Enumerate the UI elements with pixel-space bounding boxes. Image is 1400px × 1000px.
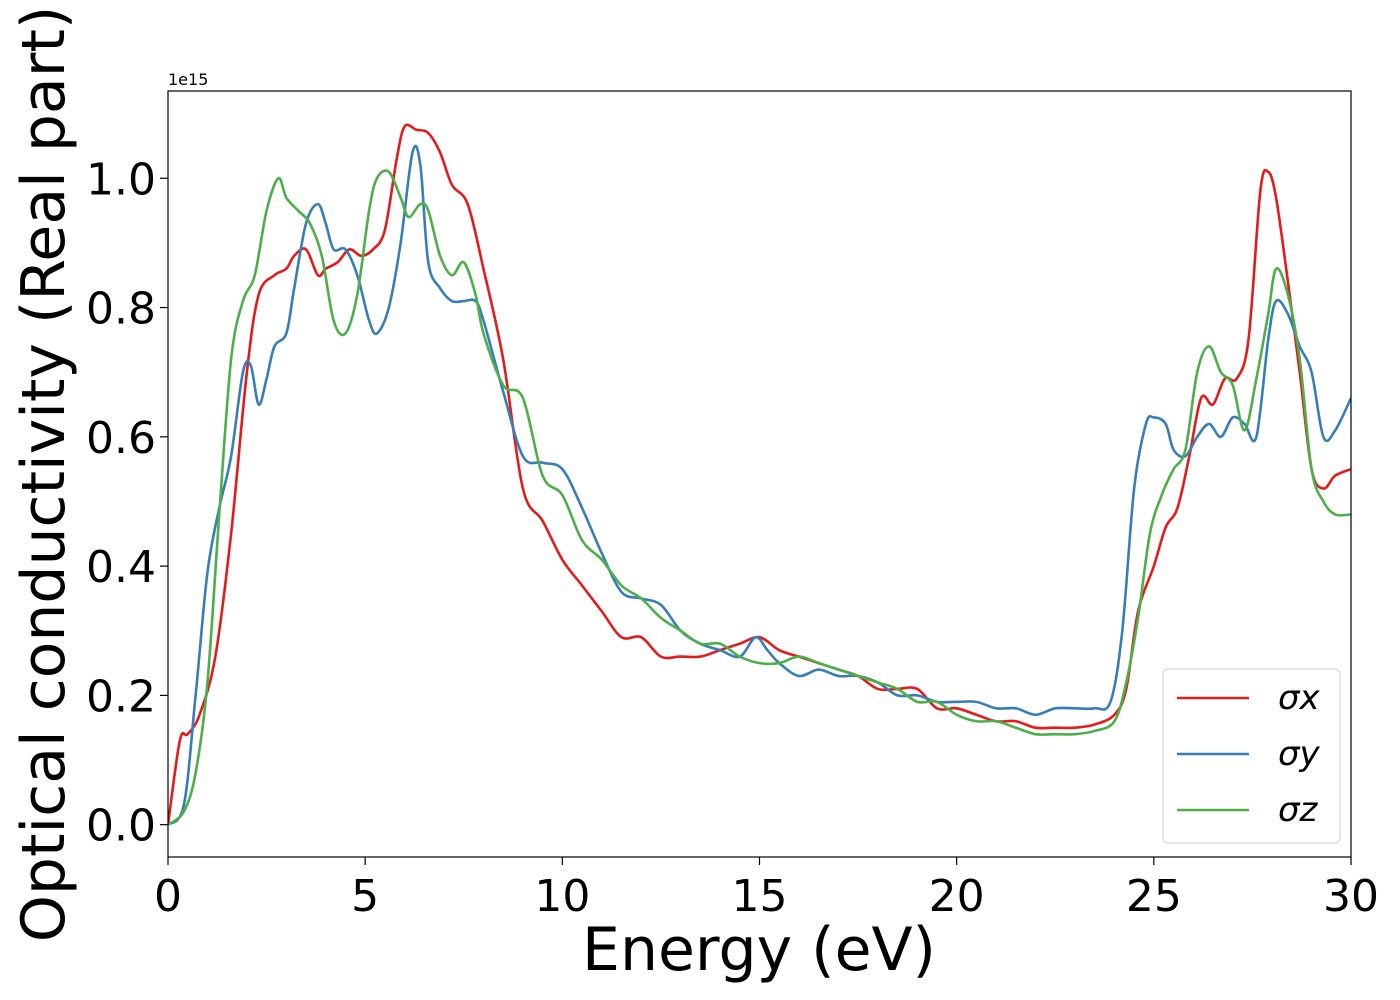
- x-tick-label: 25: [1126, 871, 1182, 922]
- legend: σx σy σz: [1162, 668, 1341, 844]
- x-tick-label: 30: [1323, 871, 1379, 922]
- x-tick-label: 20: [929, 871, 985, 922]
- y-tick-label: 1.0: [86, 154, 156, 205]
- y-axis-ticks: 0.0 0.2 0.4 0.6 0.8 1.0: [86, 154, 168, 852]
- y-tick-label: 0.8: [86, 284, 156, 335]
- x-tick-label: 10: [534, 871, 590, 922]
- y-axis-title: Optical conductivity (Real part): [9, 6, 79, 943]
- legend-label: σz: [1278, 790, 1319, 830]
- y-tick-label: 0.0: [86, 801, 156, 852]
- x-tick-label: 15: [732, 871, 788, 922]
- series-line-1: [168, 123, 1351, 825]
- x-axis-title: Energy (eV): [582, 915, 936, 985]
- y-tick-label: 0.4: [86, 542, 156, 593]
- legend-label: σx: [1278, 678, 1321, 718]
- series-line-3: [168, 169, 1351, 826]
- y-tick-label: 0.2: [86, 671, 156, 722]
- y-offset-label: 1e15: [168, 70, 208, 89]
- series-layer: [168, 123, 1351, 826]
- plot-area: [168, 91, 1351, 857]
- legend-box: [1162, 668, 1341, 844]
- y-tick-label: 0.6: [86, 413, 156, 464]
- x-tick-label: 0: [154, 871, 182, 922]
- legend-label: σy: [1278, 734, 1321, 774]
- x-tick-label: 5: [351, 871, 379, 922]
- x-axis-ticks: 0 5 10 15 20 25 30: [154, 857, 1379, 922]
